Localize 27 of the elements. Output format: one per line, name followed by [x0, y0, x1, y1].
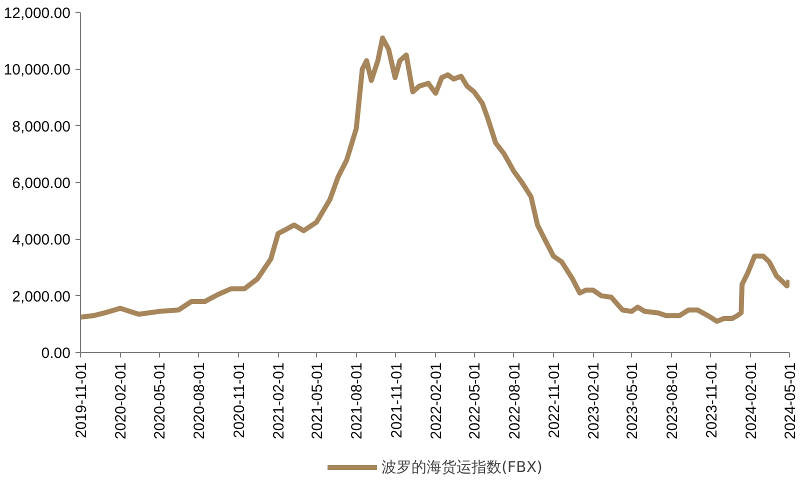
- y-tick-label: 0.00: [41, 345, 71, 362]
- x-tick-label: 2024-02-01: [743, 362, 760, 440]
- y-tick-label: 8,000.00: [12, 118, 70, 136]
- x-tick-label: 2021-08-01: [348, 362, 366, 440]
- x-tick-label: 2022-11-01: [546, 362, 563, 438]
- x-tick-label: 2023-11-01: [703, 362, 720, 438]
- y-tick-label: 12,000.00: [4, 5, 71, 22]
- y-tick-label: 4,000.00: [12, 232, 70, 249]
- x-tick-label: 2021-02-01: [270, 362, 288, 440]
- x-tick-label: 2020-02-01: [112, 362, 130, 440]
- x-tick-label: 2022-05-01: [466, 362, 484, 440]
- x-tick-label: 2020-11-01: [230, 362, 248, 438]
- x-tick-label: 2024-05-01: [782, 362, 799, 440]
- x-tick-label: 2022-02-01: [428, 362, 446, 440]
- x-tick-label: 2020-05-01: [152, 362, 169, 440]
- x-tick-label: 2020-08-01: [191, 362, 208, 440]
- legend-label: 波罗的海货运指数(FBX): [382, 458, 542, 476]
- y-tick-label: 10,000.00: [4, 62, 71, 79]
- x-tick-label: 2023-02-01: [586, 362, 603, 440]
- x-tick-label: 2023-08-01: [664, 362, 681, 440]
- x-tick-label: 2019-11-01: [73, 362, 90, 438]
- y-tick-label: 6,000.00: [12, 175, 70, 192]
- y-tick-label: 2,000.00: [12, 288, 70, 306]
- x-tick-label: 2021-05-01: [309, 362, 326, 440]
- x-tick-label: 2023-05-01: [624, 362, 642, 440]
- x-tick-label: 2022-08-01: [506, 362, 524, 440]
- x-tick-label: 2021-11-01: [388, 362, 406, 438]
